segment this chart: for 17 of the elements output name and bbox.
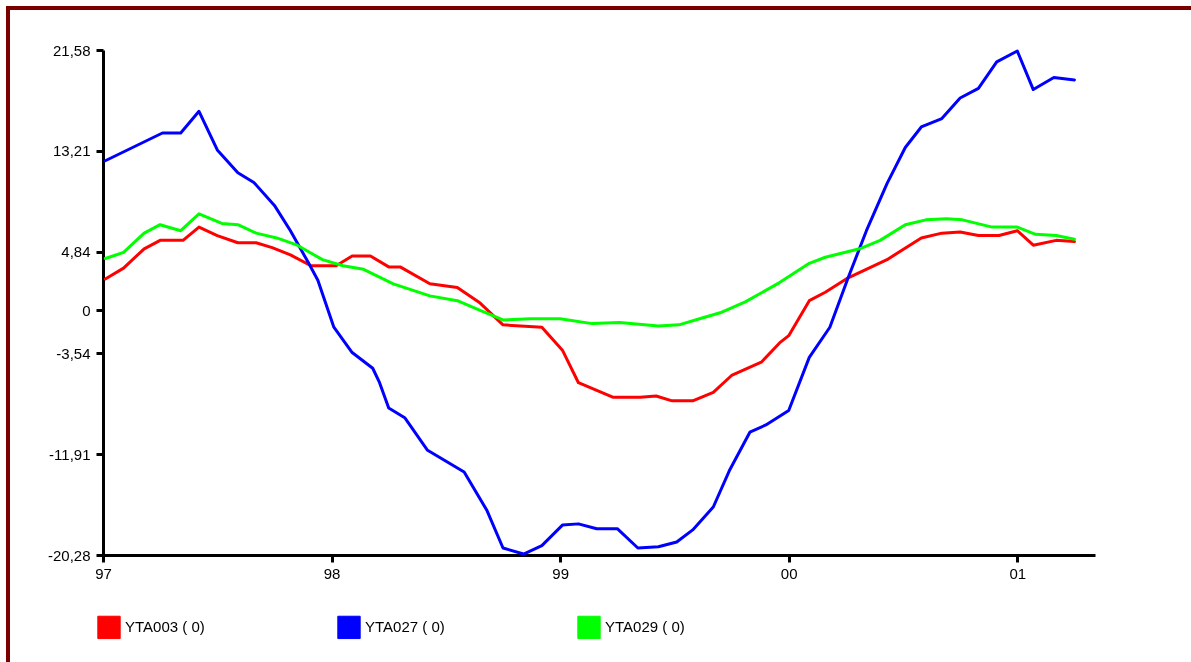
y-tick-label: 13,21 <box>52 142 91 160</box>
x-tick-label: 97 <box>95 564 112 582</box>
legend-label: YTA003 ( 0) <box>125 618 205 636</box>
y-tick-label: 4,84 <box>61 243 91 261</box>
legend-label: YTA027 ( 0) <box>365 618 445 636</box>
y-tick-label: -11,91 <box>49 445 91 463</box>
line-series <box>103 212 1076 328</box>
y-tick-label: -20,28 <box>47 546 91 564</box>
x-tick-label: 01 <box>1009 564 1027 582</box>
y-tick-label: 21,58 <box>52 41 91 59</box>
legend-label: YTA029 ( 0) <box>605 618 685 636</box>
y-tick-label: 0 <box>82 301 91 319</box>
x-tick-label: 98 <box>323 564 341 582</box>
line-series <box>103 225 1076 403</box>
x-tick-label: 00 <box>780 564 798 582</box>
x-tick-label: 99 <box>552 564 569 582</box>
y-tick-label: -3,54 <box>56 344 91 362</box>
